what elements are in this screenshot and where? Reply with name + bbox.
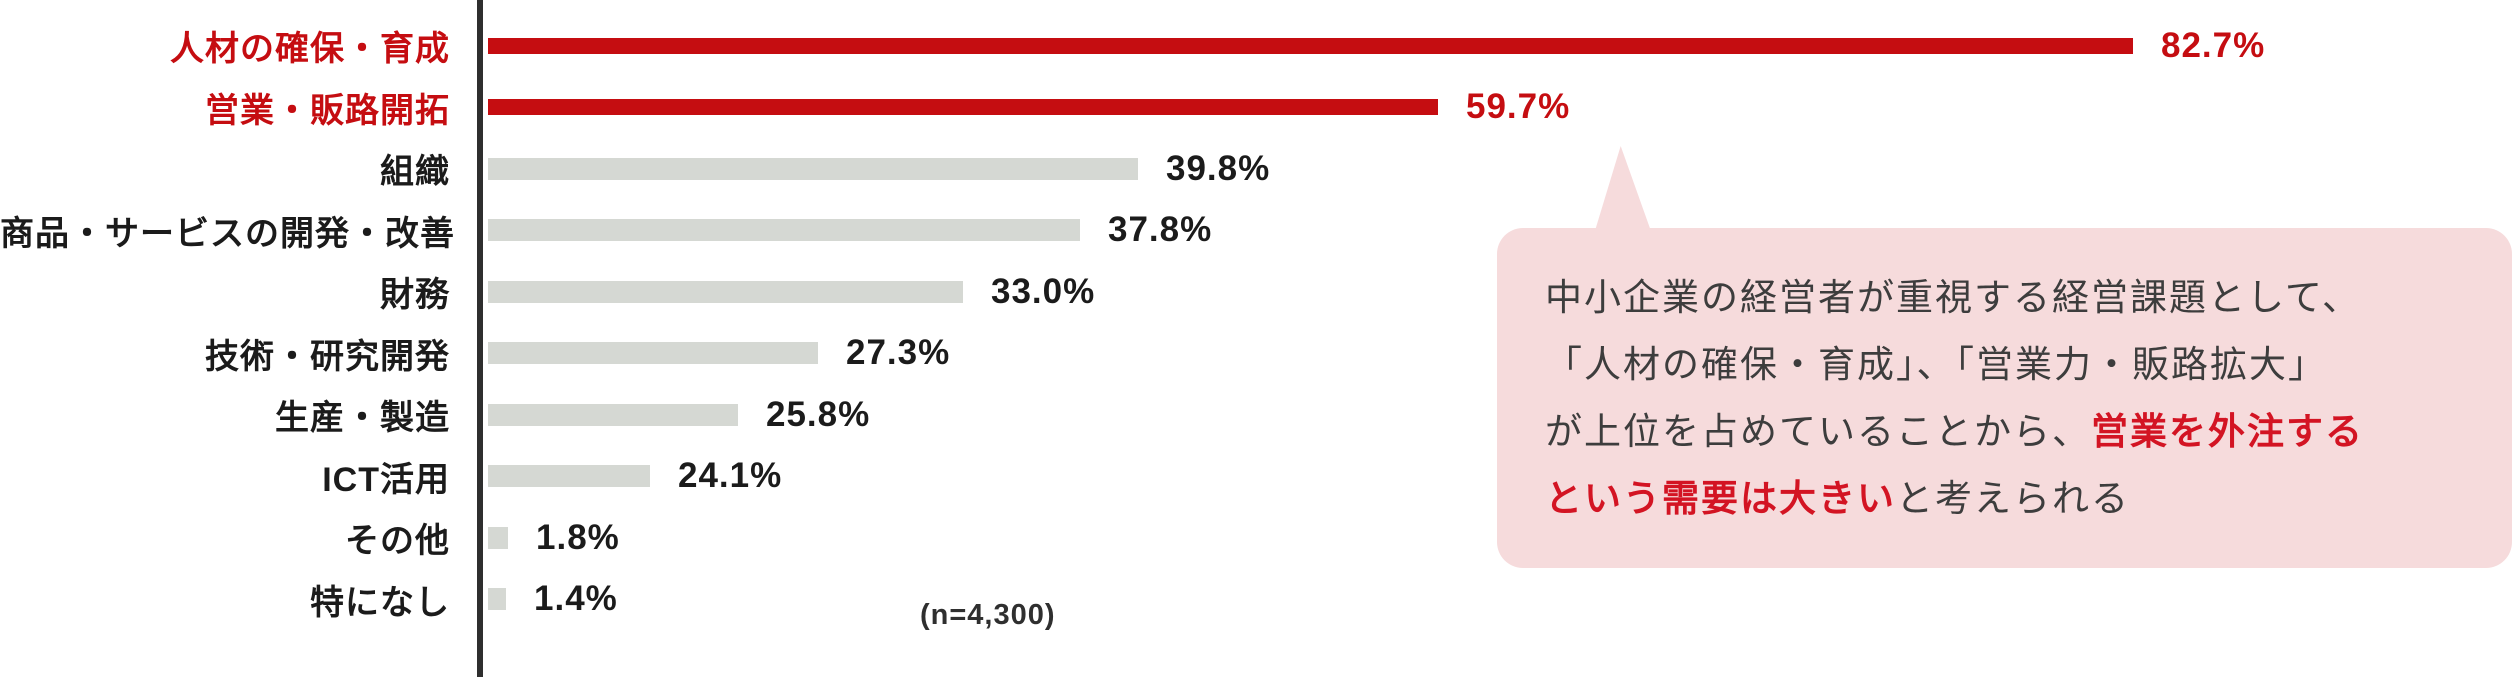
- bar: [488, 219, 1080, 242]
- sample-size-label: (n=4,300): [920, 599, 1056, 631]
- callout-text-line: 中小企業の経営者が重視する経営課題として、: [1545, 264, 2464, 331]
- bar-chart: 人材の確保・育成 82.7% 営業・販路開拓 59.7% 組織 39.8% 商品・サービスの…: [0, 15, 2516, 630]
- callout-text: 中小企業の経営者が重視する経営課題として、: [1545, 277, 2362, 318]
- value-label: 59.7%: [1466, 87, 1571, 127]
- bar: [488, 280, 963, 303]
- callout-text: と考えられる: [1896, 478, 2130, 519]
- category-label: 組織: [380, 153, 450, 192]
- callout-text-line: が上位を占めていることから、営業を外注する: [1545, 398, 2464, 465]
- category-label: 特になし: [310, 583, 450, 622]
- value-label: 24.1%: [678, 456, 783, 496]
- value-label: 33.0%: [991, 271, 1096, 311]
- callout-emphasis-text: という需要は大きい: [1545, 478, 1896, 519]
- value-label: 82.7%: [2161, 25, 2266, 65]
- value-label: 1.4%: [534, 579, 618, 619]
- callout-text: 「人材の確保・育成」、「営業力・販路拡大」: [1545, 344, 2327, 385]
- chart-row: 商品・サービスの開発・改善 37.8%: [0, 200, 2516, 262]
- category-label: 財務: [380, 276, 450, 315]
- value-label: 37.8%: [1108, 210, 1213, 250]
- chart-row: 特になし 1.4%: [0, 569, 2516, 631]
- chart-row: 営業・販路開拓 59.7%: [0, 77, 2516, 139]
- value-label: 27.3%: [846, 333, 951, 373]
- chart-row: 組織 39.8%: [0, 138, 2516, 200]
- value-label: 39.8%: [1166, 148, 1271, 188]
- value-label: 1.8%: [536, 517, 620, 557]
- category-label: 商品・サービスの開発・改善: [0, 214, 455, 253]
- chart-row: 技術・研究開発 27.3%: [0, 323, 2516, 385]
- chart-row: 生産・製造 25.8%: [0, 384, 2516, 446]
- chart-row: その他 1.8%: [0, 507, 2516, 569]
- category-label: 営業・販路開拓: [205, 91, 450, 130]
- callout-text-line: という需要は大きいと考えられる: [1545, 465, 2464, 532]
- y-axis-line: [477, 0, 483, 677]
- bar: [488, 403, 738, 426]
- bar: [488, 342, 818, 365]
- value-label: 25.8%: [766, 394, 871, 434]
- chart-row: 人材の確保・育成 82.7%: [0, 15, 2516, 77]
- bar: [488, 526, 508, 549]
- highlight-bar: [488, 37, 2133, 54]
- chart-row: 財務 33.0%: [0, 261, 2516, 323]
- bar: [488, 157, 1138, 180]
- callout-text: が上位を占めていることから、: [1545, 411, 2091, 452]
- chart-row: ICT活用 24.1%: [0, 446, 2516, 508]
- category-label: 技術・研究開発: [205, 337, 450, 376]
- category-label: 人材の確保・育成: [170, 30, 450, 69]
- category-label: 生産・製造: [275, 399, 450, 438]
- bar: [488, 588, 506, 611]
- callout-box: 中小企業の経営者が重視する経営課題として、 「人材の確保・育成」、「営業力・販路拡…: [1497, 228, 2512, 568]
- highlight-bar: [488, 99, 1438, 116]
- callout-emphasis-text: 営業を外注する: [2091, 411, 2364, 452]
- callout-text-line: 「人材の確保・育成」、「営業力・販路拡大」: [1545, 331, 2464, 398]
- category-label: ICT活用: [322, 460, 450, 499]
- category-label: その他: [345, 522, 450, 561]
- bar: [488, 465, 650, 488]
